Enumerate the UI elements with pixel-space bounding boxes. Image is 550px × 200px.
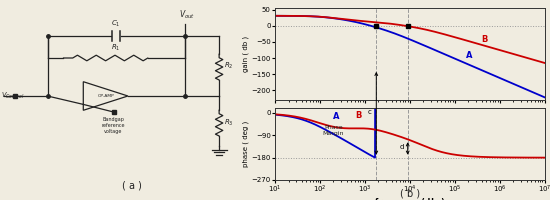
- Text: A: A: [466, 51, 472, 60]
- Y-axis label: phase ( deg ): phase ( deg ): [242, 121, 249, 167]
- Text: B: B: [355, 111, 361, 120]
- Text: $C_1$: $C_1$: [112, 19, 121, 29]
- Text: c: c: [367, 109, 371, 115]
- Text: Bandgap
reference
voltage: Bandgap reference voltage: [102, 117, 125, 134]
- Text: Phase
Margin: Phase Margin: [323, 125, 344, 136]
- Text: ( a ): ( a ): [122, 180, 142, 190]
- Y-axis label: gain ( db ): gain ( db ): [242, 36, 249, 72]
- Text: A: A: [333, 112, 340, 121]
- Text: OP-AMP: OP-AMP: [98, 94, 114, 98]
- Text: $R_1$: $R_1$: [112, 43, 121, 53]
- X-axis label: frequency ( Hz ): frequency ( Hz ): [375, 198, 444, 200]
- Text: B: B: [482, 35, 488, 44]
- Text: $V_{out}$: $V_{out}$: [179, 8, 195, 21]
- Text: $V_{Control}$: $V_{Control}$: [1, 91, 25, 101]
- Text: $R_3$: $R_3$: [224, 118, 234, 128]
- Text: $R_2$: $R_2$: [224, 61, 234, 71]
- Text: ( b ): ( b ): [400, 188, 420, 198]
- Text: d: d: [400, 144, 404, 150]
